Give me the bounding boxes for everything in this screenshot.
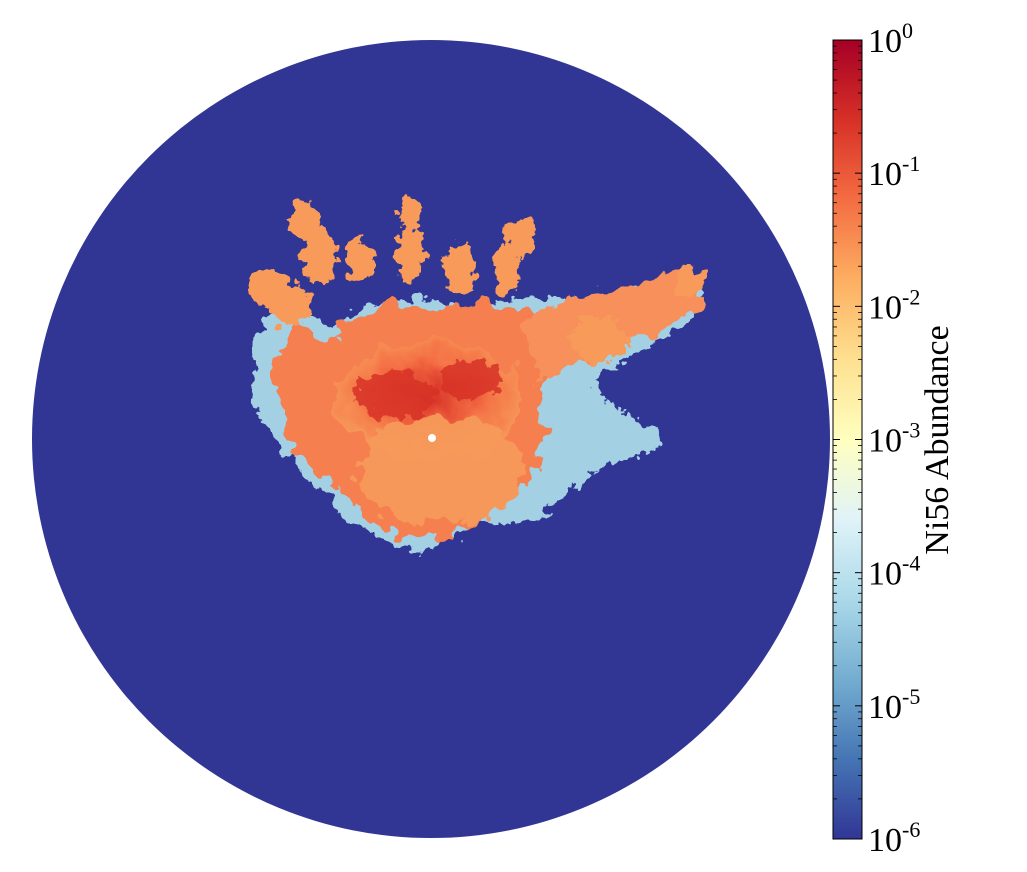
colorbar-ticks bbox=[833, 39, 862, 840]
colorbar-tick-label: 10-2 bbox=[868, 284, 920, 326]
colorbar-tick-label: 10-1 bbox=[868, 151, 920, 193]
colorbar-tick-label: 10-3 bbox=[868, 418, 920, 460]
colorbar-tick-label: 10-5 bbox=[868, 684, 920, 726]
colorbar-tick-labels: 100 10-1 10-2 10-3 10-4 10-5 10-6 bbox=[868, 18, 920, 859]
colorbar-tick-label: 10-4 bbox=[868, 551, 920, 593]
ni56-plume bbox=[248, 197, 705, 551]
colorbar-tick-label: 10-6 bbox=[868, 817, 920, 859]
colorbar-label: Ni56 Abundance bbox=[919, 325, 956, 554]
colorbar-tick-label: 100 bbox=[868, 18, 913, 60]
